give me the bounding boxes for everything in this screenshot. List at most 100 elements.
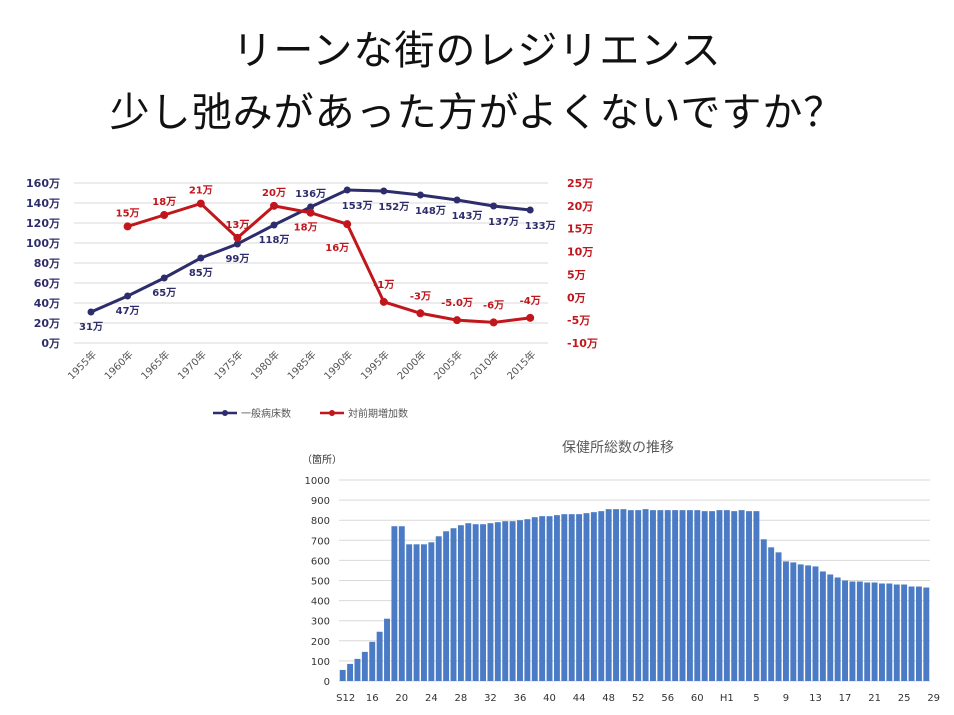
data-label: 20万 [262,187,286,199]
bar-x-tick-label: 25 [898,693,911,704]
bar [553,515,560,681]
bar-x-tick-label: 56 [661,693,674,704]
bar-x-tick-label: 44 [573,693,586,704]
bar [361,651,368,681]
legend-label-change: 対前期増加数 [348,407,408,420]
right-tick-label: -10万 [567,337,598,350]
left-tick-label: 80万 [34,257,60,270]
bar [561,514,568,681]
bar-x-tick-label: 29 [927,693,940,704]
bar-x-tick-label: 13 [809,693,822,704]
bar [583,513,590,681]
bar [635,510,642,681]
data-label: -6万 [483,299,504,311]
bar [805,565,812,681]
bar [568,514,575,681]
bar-x-tick-label: 36 [514,693,527,704]
point-change [160,211,169,219]
bar-x-tick-label: 24 [425,693,438,704]
bar [413,544,420,681]
bar [576,514,583,681]
left-tick-label: 160万 [26,177,60,190]
data-label: 18万 [152,196,176,208]
data-label: 13万 [225,219,249,231]
bar [886,583,893,681]
point-beds [270,221,278,229]
bar [716,510,723,681]
data-label: 152万 [378,201,409,213]
legend-label-beds: 一般病床数 [241,407,291,420]
point-change [306,208,315,217]
point-change [196,199,205,208]
bar [694,510,701,681]
point-change [453,316,461,325]
point-change [379,297,388,306]
bar [746,511,752,681]
point-beds [416,191,424,199]
legend-marker-change [329,410,335,416]
data-label: 85万 [189,267,213,279]
bar [723,510,730,681]
bar [701,511,708,681]
bar [406,544,413,681]
bar-x-tick-label: 20 [395,693,408,704]
bar [457,525,464,681]
bar [539,516,546,681]
bar [797,564,804,681]
bar [650,510,656,681]
bar [686,510,693,681]
point-beds [380,187,388,195]
point-beds [526,206,534,214]
bar [812,566,819,681]
data-label: 15万 [116,207,140,219]
bar [768,547,775,681]
data-label: 136万 [295,188,326,200]
bar-y-tick-label: 900 [311,496,330,507]
bar [435,536,442,681]
right-tick-label: 0万 [567,291,586,304]
bar [856,581,863,681]
series-line-change [127,201,531,324]
bar [450,528,457,681]
data-label: 65万 [152,287,176,299]
bar [664,510,671,681]
bar [339,669,346,681]
point-change [489,318,498,327]
bar [369,641,376,681]
bar-x-tick-label: 16 [366,693,379,704]
bar [472,524,479,681]
bar-x-tick-label: 52 [632,693,645,704]
point-beds [233,240,241,248]
bar-y-tick-label: 800 [311,516,330,527]
left-tick-label: 100万 [26,237,60,250]
bar [879,583,885,681]
data-label: 99万 [225,253,249,265]
right-tick-label: 25万 [567,177,593,190]
bar-x-tick-label: S12 [336,693,355,704]
bar [893,584,900,681]
bar-chart-title: 保健所総数の推移 [562,440,674,456]
data-label: 31万 [79,321,103,333]
bar-x-tick-label: 48 [602,693,615,704]
bar [502,521,509,681]
data-label: 148万 [415,205,446,217]
data-label: -5.0万 [441,297,473,309]
bar [790,562,797,681]
bar [620,509,627,681]
data-label: 16万 [325,242,349,254]
bar [864,582,871,681]
bar [760,539,767,681]
right-tick-label: 15万 [567,223,593,236]
bar-x-tick-label: 17 [839,693,852,704]
bar-y-tick-label: 400 [311,597,330,608]
bar [546,516,553,681]
bar-y-tick-label: 1000 [305,476,330,487]
left-tick-label: 120万 [26,217,60,230]
bar [753,511,760,681]
data-label: -1万 [373,279,394,291]
bar [391,526,398,681]
point-beds [197,254,205,262]
bar [354,658,361,681]
bar [531,517,538,681]
